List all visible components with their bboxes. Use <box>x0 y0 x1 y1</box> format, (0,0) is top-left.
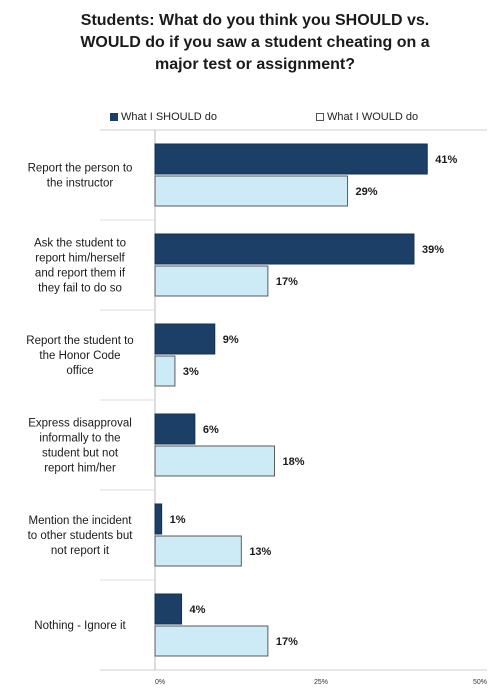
bar-label-would: 3% <box>183 366 199 378</box>
bar-label-would: 17% <box>276 276 298 288</box>
bar-would <box>154 265 269 297</box>
bar-would <box>154 445 276 477</box>
category-label-line: they fail to do so <box>38 283 122 295</box>
chart-title-line-2: WOULD do if you saw a student cheating o… <box>80 34 430 51</box>
category-label-line: student but not <box>42 448 119 460</box>
x-tick-label: 25% <box>314 679 328 686</box>
bar-should <box>154 503 163 535</box>
category-label-line: and report them if <box>35 268 126 280</box>
bar-should <box>154 593 183 625</box>
category-label: Mention the incident to other students bu… <box>28 515 134 557</box>
legend-swatch-would <box>316 113 324 121</box>
x-tick-label: 50% <box>473 679 487 686</box>
category-label-line: Ask the student to <box>34 238 126 250</box>
category-label-line: to other students but <box>28 530 134 542</box>
bar-label-would: 29% <box>356 186 378 198</box>
category-label-line: office <box>66 365 93 377</box>
legend-item-would: What I WOULD do <box>316 111 418 123</box>
bar-would <box>154 535 242 567</box>
bar-should <box>154 413 196 445</box>
legend-label-should: What I SHOULD do <box>121 111 217 123</box>
bar-label-would: 17% <box>276 636 298 648</box>
category-label-line: Mention the incident <box>29 515 133 527</box>
chart-legend: What I SHOULD do What I WOULD do <box>0 111 496 125</box>
category-label: Ask the student to report him/herself and … <box>34 238 126 295</box>
category-label: Report the person to the instructor <box>28 163 133 190</box>
category-label-line: report him/her <box>44 463 116 475</box>
bar-should <box>154 143 428 175</box>
category-label: Report the student to the Honor Code offic… <box>26 335 133 377</box>
legend-label-would: What I WOULD do <box>327 111 419 123</box>
x-tick-label: 0% <box>155 679 165 686</box>
category-label-line: Report the person to <box>28 163 133 175</box>
category-label-line: not report it <box>51 545 110 557</box>
category-label-line: Report the student to <box>26 335 133 347</box>
category-label-line: the instructor <box>47 178 114 190</box>
bar-label-would: 18% <box>283 456 305 468</box>
category-label-line: report him/herself <box>35 253 125 265</box>
category-label-line: informally to the <box>39 433 120 445</box>
category-label-line: the Honor Code <box>39 350 120 362</box>
category-label: Express disapproval informally to the stud… <box>28 418 132 475</box>
bar-would <box>154 175 349 207</box>
category-label-line: Nothing - Ignore it <box>34 620 126 632</box>
bar-label-should: 4% <box>190 604 206 616</box>
bar-label-should: 9% <box>223 334 239 346</box>
bar-should <box>154 323 216 355</box>
category-label-line: Express disapproval <box>28 418 132 430</box>
bar-should <box>154 233 415 265</box>
chart-title-line-1: Students: What do you think you SHOULD v… <box>80 12 430 29</box>
bar-would <box>154 355 176 387</box>
bar-label-should: 1% <box>170 514 186 526</box>
chart-title-line-3: major test or assignment? <box>154 56 356 73</box>
legend-swatch-should <box>110 113 118 121</box>
category-label: Nothing - Ignore it <box>34 620 126 632</box>
bar-label-should: 41% <box>435 154 457 166</box>
chart-title: Students: What do you think you SHOULD v… <box>40 10 470 76</box>
bar-label-should: 39% <box>422 244 444 256</box>
bar-label-should: 6% <box>203 424 219 436</box>
bar-would <box>154 625 269 657</box>
legend-item-should: What I SHOULD do <box>110 111 217 123</box>
bar-label-would: 13% <box>249 546 271 558</box>
